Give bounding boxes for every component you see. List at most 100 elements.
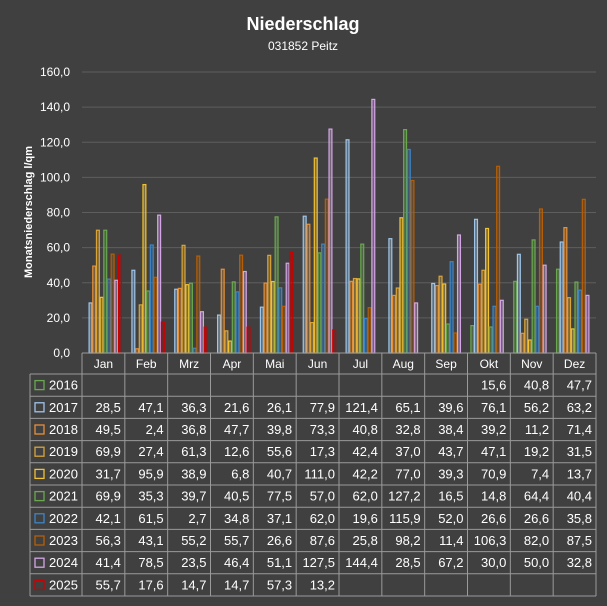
bar-2021-Nov xyxy=(531,239,536,354)
bar-2021-Jun xyxy=(317,252,322,354)
data-label-2022-Apr: 34,8 xyxy=(224,511,249,526)
x-tick-label: Feb xyxy=(136,357,157,371)
bar-2024-Jul xyxy=(371,98,376,354)
data-label-2025-Jan: 55,7 xyxy=(96,577,121,592)
data-label-2023-Mai: 26,6 xyxy=(267,533,292,548)
data-label-2019-Feb: 27,4 xyxy=(138,444,163,459)
data-label-2022-Jan: 42,1 xyxy=(96,511,121,526)
data-label-2017-Dez: 63,2 xyxy=(567,400,592,415)
data-label-2024-Aug: 28,5 xyxy=(395,555,420,570)
bar-2019-Mai xyxy=(267,254,272,354)
data-label-2019-Jan: 69,9 xyxy=(96,444,121,459)
bar-2017-Nov xyxy=(516,253,521,354)
bar-2019-Okt xyxy=(481,269,486,354)
y-tick-label: 20,0 xyxy=(47,311,71,325)
bar-2018-Dez xyxy=(563,227,568,354)
y-tick-label: 60,0 xyxy=(47,241,71,255)
data-label-2022-Feb: 61,5 xyxy=(138,511,163,526)
bar-2020-Dez xyxy=(570,328,575,354)
bar-2017-Apr xyxy=(216,314,222,354)
data-label-2021-Aug: 127,2 xyxy=(388,489,421,504)
data-label-2024-Jul: 144,4 xyxy=(345,555,378,570)
data-label-2025-Mrz: 14,7 xyxy=(181,577,206,592)
bar-2017-Jun xyxy=(302,215,307,354)
bar-2019-Nov xyxy=(524,318,529,354)
data-label-2019-Mrz: 61,3 xyxy=(181,444,206,459)
data-label-2024-Mrz: 23,5 xyxy=(181,555,206,570)
data-label-2021-Sep: 16,5 xyxy=(438,489,463,504)
bar-2024-Okt xyxy=(499,299,504,354)
bar-2025-Jan xyxy=(117,254,123,354)
data-label-2022-Nov: 26,6 xyxy=(524,511,549,526)
data-label-2017-Okt: 76,1 xyxy=(481,400,506,415)
bar-2022-Dez xyxy=(578,289,583,354)
data-label-2018-Mai: 39,8 xyxy=(267,422,292,437)
bar-2024-Jan xyxy=(114,279,119,354)
data-label-2020-Nov: 7,4 xyxy=(531,466,549,481)
bar-2020-Nov xyxy=(527,339,532,354)
bar-2023-Apr xyxy=(239,254,244,354)
data-label-2020-Mai: 40,7 xyxy=(267,466,292,481)
legend-swatch-2016 xyxy=(34,379,45,391)
data-label-2021-Jul: 62,0 xyxy=(353,489,378,504)
legend-swatch-2020 xyxy=(34,468,45,480)
legend-label-2024: 2024 xyxy=(49,555,78,570)
bar-2025-Jun xyxy=(332,329,337,354)
data-label-2023-Nov: 82,0 xyxy=(524,533,549,548)
data-label-2024-Okt: 30,0 xyxy=(481,555,506,570)
bar-2023-Jan xyxy=(110,253,115,354)
legend-swatch-2018 xyxy=(34,424,45,435)
bar-2021-Jan xyxy=(103,229,108,354)
bar-2018-Mai xyxy=(263,282,268,354)
data-label-2017-Jan: 28,5 xyxy=(96,400,121,415)
bar-2024-Mrz xyxy=(199,311,205,354)
bar-2023-Mai xyxy=(281,305,286,354)
bar-2020-Sep xyxy=(442,283,447,354)
data-label-2017-Feb: 47,1 xyxy=(138,400,163,415)
x-tick-label: Jul xyxy=(353,357,368,371)
data-label-2018-Apr: 47,7 xyxy=(224,422,249,437)
data-label-2021-Nov: 64,4 xyxy=(524,489,549,504)
bar-2020-Aug xyxy=(399,217,404,354)
data-label-2017-Sep: 39,6 xyxy=(438,400,463,415)
y-tick-label: 100,0 xyxy=(40,170,70,184)
x-tick-label: Jun xyxy=(308,357,327,371)
data-label-2017-Nov: 56,2 xyxy=(524,400,549,415)
x-tick-label: Mai xyxy=(265,357,284,371)
legend-swatch-2019 xyxy=(34,446,45,457)
bar-2024-Aug xyxy=(414,302,419,354)
data-label-2018-Dez: 71,4 xyxy=(567,422,592,437)
legend-swatch-2023 xyxy=(34,535,45,546)
data-label-2017-Apr: 21,6 xyxy=(224,400,249,415)
bar-2019-Aug xyxy=(395,287,400,354)
bar-2016-Okt xyxy=(470,325,475,354)
data-label-2017-Mai: 26,1 xyxy=(267,400,292,415)
bar-2018-Jan xyxy=(92,265,97,354)
bar-2020-Jan xyxy=(99,296,104,354)
bar-2023-Jun xyxy=(324,198,329,354)
bar-2023-Feb xyxy=(153,276,158,354)
data-label-2020-Sep: 39,3 xyxy=(438,466,463,481)
data-label-2021-Feb: 35,3 xyxy=(138,489,163,504)
bar-2018-Feb xyxy=(135,348,140,354)
legend-label-2025: 2025 xyxy=(49,577,78,592)
bar-2017-Mrz xyxy=(174,288,179,354)
bar-2023-Sep xyxy=(453,332,458,354)
data-label-2016-Okt: 15,6 xyxy=(481,378,506,393)
bar-2019-Jan xyxy=(95,229,100,354)
y-tick-label: 0,0 xyxy=(53,346,70,360)
data-label-2021-Okt: 14,8 xyxy=(481,489,506,504)
data-label-2022-Okt: 26,6 xyxy=(481,511,506,526)
bar-2024-Dez xyxy=(585,294,590,354)
data-label-2017-Jul: 121,4 xyxy=(345,400,378,415)
data-label-2021-Apr: 40,5 xyxy=(224,489,249,504)
bar-2017-Aug xyxy=(388,238,393,354)
data-label-2022-Dez: 35,8 xyxy=(567,511,592,526)
y-axis-label: Monatsniederschlag l/qm xyxy=(23,146,35,278)
data-label-2018-Jul: 40,8 xyxy=(353,422,378,437)
bar-2020-Apr xyxy=(228,340,233,354)
data-label-2024-Dez: 32,8 xyxy=(567,555,592,570)
bar-2018-Aug xyxy=(392,294,397,354)
